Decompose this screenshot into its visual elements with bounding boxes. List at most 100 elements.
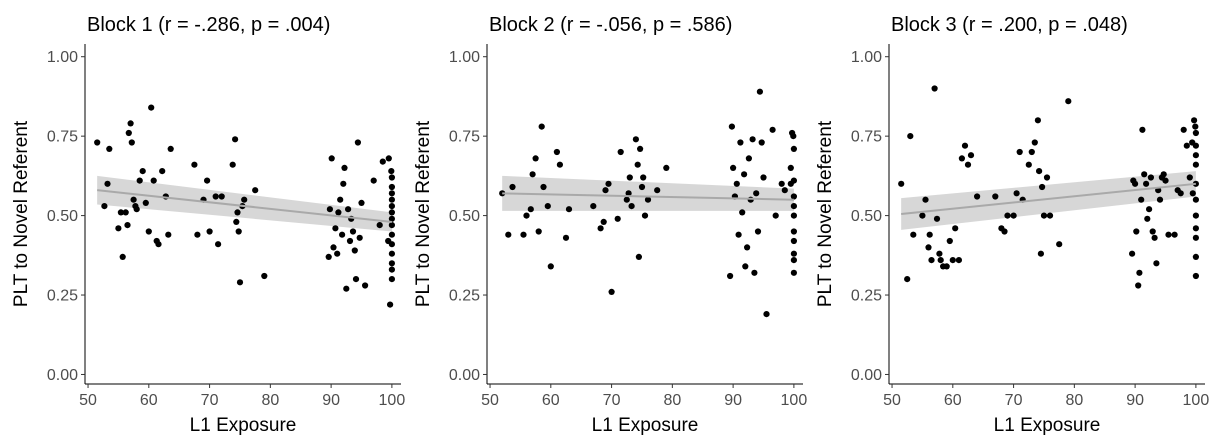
data-point	[1144, 215, 1151, 222]
data-point	[370, 177, 377, 184]
y-tick-label: 1.00	[851, 49, 882, 66]
x-tick-label: 80	[663, 392, 681, 409]
data-point	[641, 212, 649, 219]
data-point	[634, 161, 641, 168]
data-point	[505, 231, 512, 238]
x-tick-label: 90	[1126, 392, 1144, 409]
data-point	[772, 212, 779, 219]
data-point	[527, 206, 534, 213]
y-tick-label: 0.25	[851, 288, 882, 305]
data-point	[229, 161, 236, 168]
data-point	[910, 231, 917, 238]
x-tick-label: 70	[603, 392, 621, 409]
data-point	[538, 123, 545, 130]
data-point	[904, 276, 911, 283]
fit-line	[97, 189, 392, 223]
y-tick-label: 0.50	[851, 208, 882, 225]
data-point	[640, 174, 647, 181]
y-tick-label: 0.25	[449, 288, 480, 305]
data-point	[1138, 196, 1145, 203]
data-point	[328, 155, 335, 162]
data-point	[1192, 225, 1199, 232]
data-point	[1143, 180, 1150, 187]
data-point	[376, 222, 383, 229]
data-point	[756, 88, 764, 95]
data-point	[753, 190, 760, 197]
data-point	[150, 177, 157, 184]
data-point	[133, 206, 140, 213]
data-point	[781, 187, 788, 194]
data-point	[623, 196, 630, 203]
data-point	[1192, 253, 1199, 260]
data-point	[637, 145, 644, 152]
data-point	[626, 174, 633, 181]
data-point	[117, 209, 124, 216]
data-point	[733, 180, 740, 187]
data-point	[159, 168, 166, 175]
data-point	[754, 228, 762, 235]
data-point	[1135, 282, 1142, 289]
data-point	[1036, 168, 1043, 175]
data-point	[1162, 177, 1169, 184]
data-point	[614, 215, 621, 222]
data-point	[94, 139, 101, 146]
data-point	[760, 174, 767, 181]
data-point	[1171, 231, 1178, 238]
data-point	[194, 231, 201, 238]
data-point	[337, 196, 344, 203]
data-point	[922, 196, 929, 203]
data-point	[204, 177, 211, 184]
data-point	[122, 209, 129, 216]
data-point	[638, 183, 646, 191]
data-point	[119, 253, 126, 260]
data-point	[1192, 180, 1199, 187]
data-point	[388, 276, 395, 283]
data-point	[388, 222, 395, 229]
data-point	[358, 199, 365, 206]
data-point	[520, 231, 527, 238]
data-point	[955, 257, 963, 264]
data-point	[1031, 139, 1038, 146]
data-point	[1039, 183, 1046, 191]
data-point	[346, 237, 354, 245]
data-point	[1139, 126, 1146, 133]
data-point	[556, 161, 564, 168]
x-tick-label: 60	[542, 392, 560, 409]
data-point	[974, 193, 981, 200]
data-point	[233, 218, 240, 225]
x-tick-label: 60	[140, 392, 158, 409]
data-point	[241, 196, 248, 203]
data-point	[388, 203, 395, 210]
data-point	[388, 215, 395, 222]
data-point	[644, 196, 652, 203]
data-point	[1004, 212, 1011, 219]
data-point	[115, 225, 122, 232]
data-point	[1129, 250, 1136, 257]
data-point	[215, 241, 222, 248]
data-point	[1025, 161, 1032, 168]
data-point	[547, 263, 554, 270]
data-point	[352, 276, 360, 283]
x-tick-label: 50	[481, 392, 499, 409]
data-point	[127, 120, 134, 127]
data-point	[1010, 212, 1017, 219]
data-point	[745, 155, 753, 162]
data-point	[167, 145, 174, 152]
data-point	[565, 206, 573, 213]
panel-title: Block 1 (r = -.286, p = .004)	[87, 14, 330, 36]
data-point	[148, 104, 155, 111]
panel-title: Block 2 (r = -.056, p = .586)	[489, 14, 732, 36]
data-point	[600, 218, 607, 225]
data-point	[1192, 212, 1199, 219]
data-point	[790, 193, 798, 200]
data-point	[787, 164, 794, 171]
data-point	[1136, 269, 1143, 276]
data-point	[191, 161, 198, 168]
data-point	[335, 209, 342, 216]
y-axis-title: PLT to Novel Referent	[11, 120, 32, 307]
data-point	[1192, 152, 1199, 159]
data-point	[1186, 174, 1193, 181]
data-point	[139, 168, 146, 175]
data-point	[1192, 272, 1199, 280]
data-point	[1056, 241, 1063, 248]
